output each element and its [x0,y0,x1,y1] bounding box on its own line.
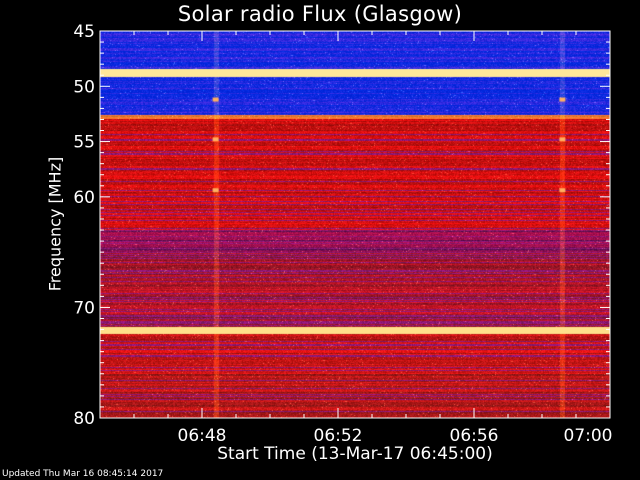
y-tick-label: 80 [73,409,95,429]
x-tick-label: 07:00 [564,426,613,446]
y-tick-label: 45 [73,22,95,42]
y-tick-label: 60 [73,188,95,208]
x-tick-label: 06:52 [314,426,363,446]
y-tick-label: 70 [73,298,95,318]
x-tick-label: 06:48 [178,426,227,446]
x-axis-label: Start Time (13-Mar-17 06:45:00) [217,444,493,464]
x-tick-label: 06:56 [450,426,499,446]
updated-timestamp: Updated Thu Mar 16 08:45:14 2017 [2,469,164,479]
y-axis-label: Frequency [MHz] [45,156,65,292]
y-tick-label: 50 [73,77,95,97]
plot-frame [99,30,611,419]
y-tick-label: 55 [73,133,95,153]
chart-title: Solar radio Flux (Glasgow) [177,2,463,26]
